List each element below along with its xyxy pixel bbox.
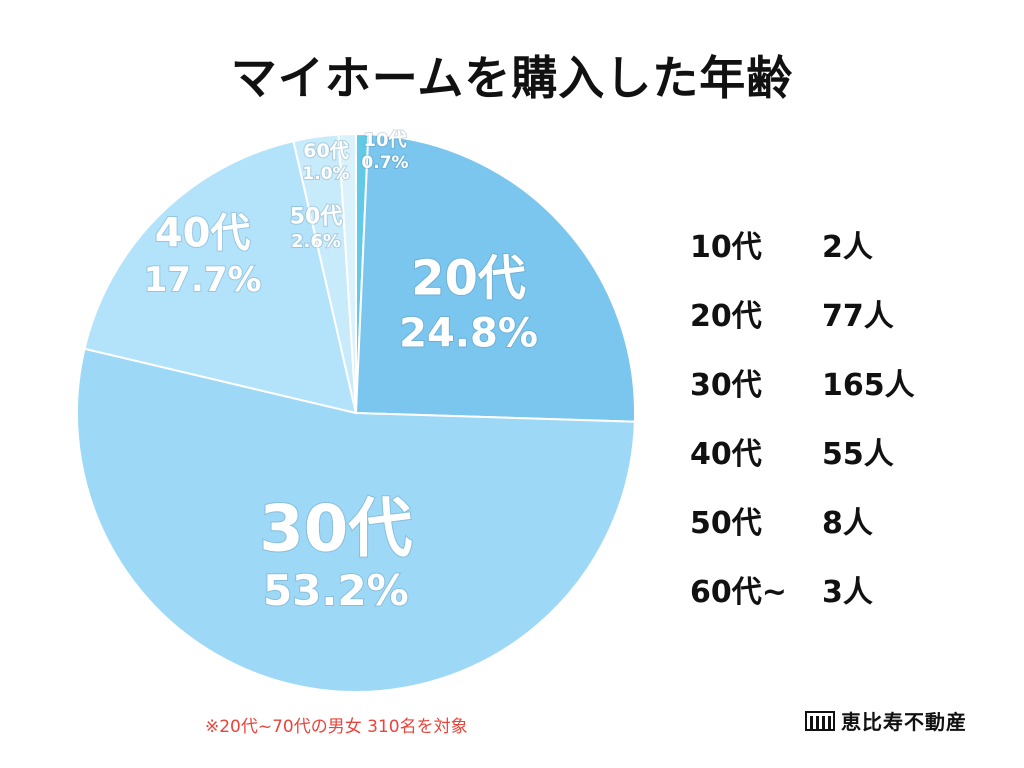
count-legend: 10代 2人 20代 77人 30代 165人 40代 55人 50代 8人 60代~ 3人 bbox=[690, 222, 915, 636]
slice-percent-label: 0.7% bbox=[361, 153, 408, 173]
pie-slices bbox=[76, 132, 636, 693]
building-logo-icon bbox=[805, 710, 835, 731]
legend-category: 30代 bbox=[690, 368, 762, 403]
slice-percent-label: 1.0% bbox=[302, 164, 349, 184]
legend-row: 30代 165人 bbox=[690, 360, 915, 429]
legend-count: 2人 bbox=[822, 230, 873, 265]
brand-name: 恵比寿不動産 bbox=[841, 710, 967, 734]
slice-percent-label: 53.2% bbox=[263, 566, 409, 615]
brand-logo: 恵比寿不動産 bbox=[805, 706, 967, 735]
legend-category: 20代 bbox=[690, 299, 762, 334]
slice-percent-label: 24.8% bbox=[399, 311, 538, 357]
pie-slice bbox=[76, 347, 636, 693]
pie-slice bbox=[337, 132, 357, 414]
slice-percent-label: 2.6% bbox=[291, 231, 341, 252]
slice-category-label: 50代 bbox=[290, 205, 343, 230]
legend-category: 50代 bbox=[690, 506, 762, 541]
legend-row: 10代 2人 bbox=[690, 222, 915, 291]
slice-category-label: 60代 bbox=[303, 140, 348, 162]
legend-count: 3人 bbox=[822, 575, 873, 610]
legend-row: 60代~ 3人 bbox=[690, 567, 915, 636]
legend-row: 40代 55人 bbox=[690, 429, 915, 498]
slice-category-label: 10代 bbox=[363, 130, 406, 151]
legend-count: 77人 bbox=[822, 299, 894, 334]
slice-category-label: 20代 bbox=[411, 251, 526, 307]
legend-category: 40代 bbox=[690, 437, 762, 472]
survey-note: ※20代~70代の男女 310名を対象 bbox=[205, 717, 468, 737]
slice-percent-label: 17.7% bbox=[144, 260, 262, 300]
legend-row: 50代 8人 bbox=[690, 498, 915, 567]
pie-slice bbox=[83, 139, 358, 415]
pie-slice bbox=[354, 133, 636, 423]
chart-title: マイホームを購入した年齢 bbox=[230, 51, 794, 105]
legend-category: 10代 bbox=[690, 230, 762, 265]
legend-count: 165人 bbox=[822, 368, 915, 403]
slice-category-label: 40代 bbox=[155, 211, 251, 257]
legend-count: 8人 bbox=[822, 506, 873, 541]
legend-row: 20代 77人 bbox=[690, 291, 915, 360]
legend-count: 55人 bbox=[822, 437, 894, 472]
slice-category-label: 30代 bbox=[259, 492, 412, 566]
legend-category: 60代~ bbox=[690, 575, 787, 610]
